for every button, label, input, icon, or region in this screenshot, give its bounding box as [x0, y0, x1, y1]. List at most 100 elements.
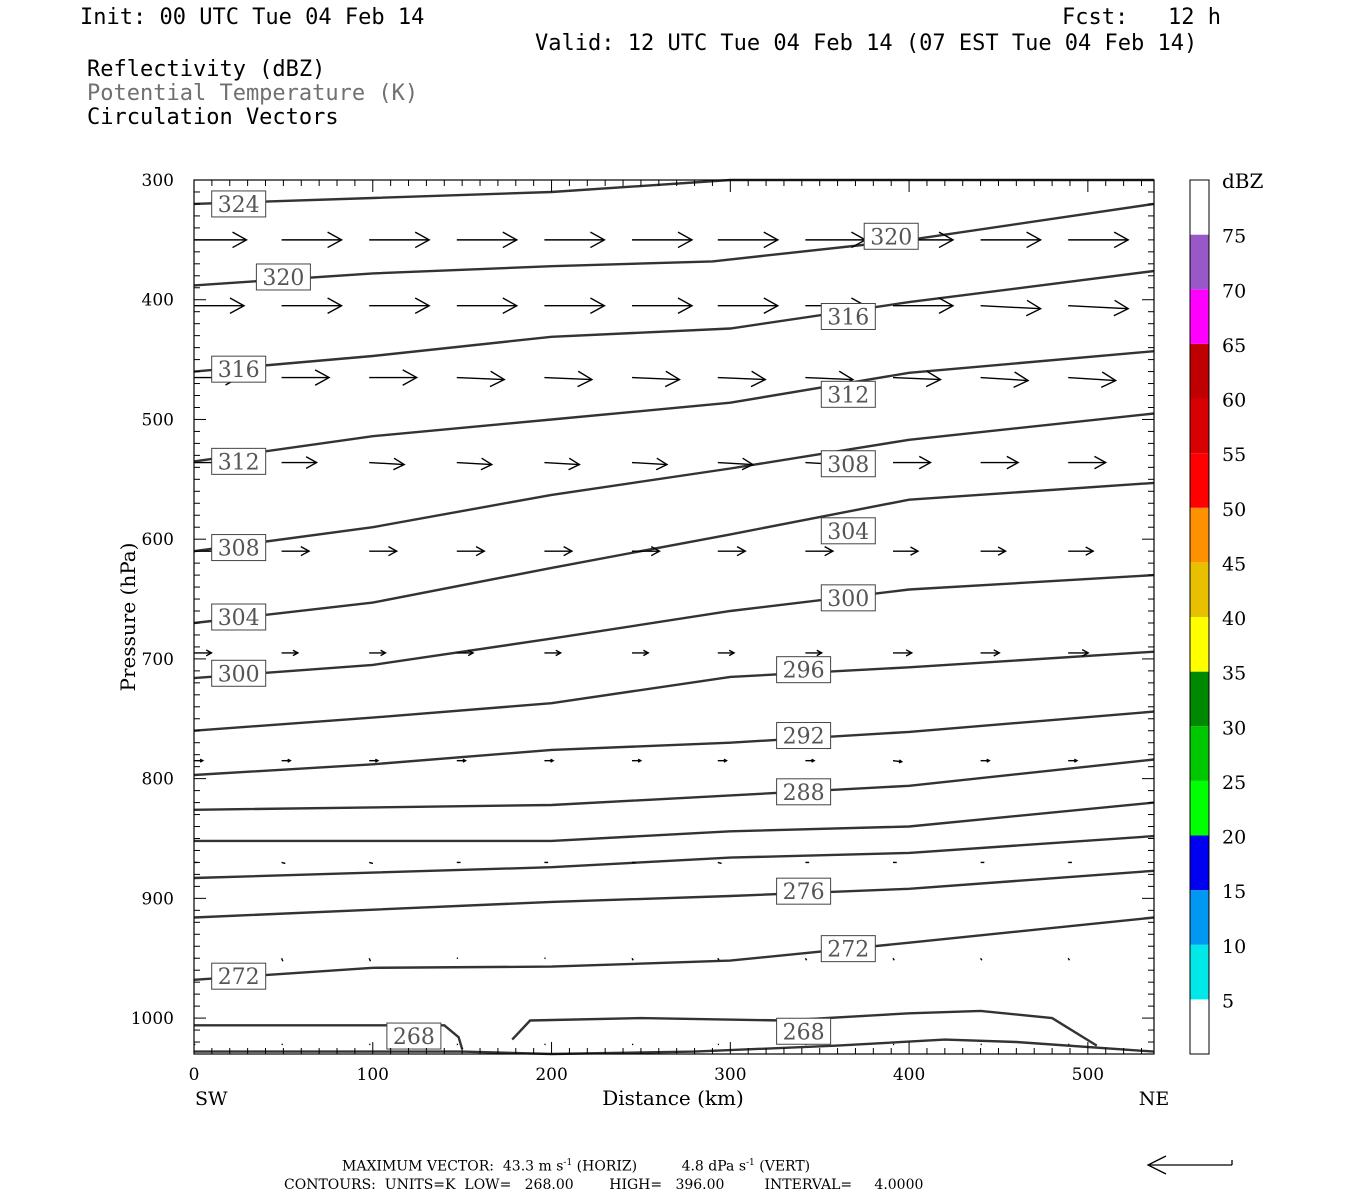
contour-label-box [776, 778, 832, 806]
colorbar-segment [1190, 780, 1209, 836]
contour-label: 304 [218, 606, 260, 631]
colorbar-level-label: 35 [1222, 663, 1246, 685]
vector-shaft [631, 376, 680, 381]
colorbar-segment [1190, 726, 1209, 781]
contour-label: 272 [218, 965, 260, 990]
vector-head [314, 369, 331, 386]
colorbar-segment [1190, 180, 1209, 235]
vector-head [993, 649, 1001, 657]
vector-head [502, 231, 519, 249]
vector-head [489, 370, 506, 388]
field-potential-temperature: Potential Temperature (K) [87, 81, 419, 106]
theta-contour-288 [193, 758, 1155, 811]
x-endpoint-sw: SW [195, 1088, 228, 1110]
vector-head [1100, 371, 1118, 388]
colorbar-level-label: 55 [1222, 444, 1246, 466]
vector-head [568, 457, 581, 471]
colorbar-segment [1190, 562, 1209, 617]
contour-label-box [820, 935, 876, 963]
vector-head [590, 297, 606, 315]
x-tick-label: 400 [893, 1065, 925, 1085]
colorbar-segment [1190, 398, 1209, 454]
vector-head [643, 649, 650, 657]
vector-head [590, 231, 606, 249]
valid-time: Valid: 12 UTC Tue 04 Feb 14 (07 EST Tue … [535, 31, 1198, 56]
vector-head [816, 649, 824, 657]
vector-head [327, 231, 344, 249]
theta-contour-268 [511, 1009, 1098, 1047]
vector-head [898, 759, 904, 764]
vector-head [480, 457, 494, 471]
plot-frame [193, 179, 1155, 1055]
colorbar-level-label: 30 [1222, 717, 1246, 739]
vector-head [1094, 455, 1108, 470]
contour-label: 292 [783, 725, 825, 750]
vector-head [502, 297, 519, 315]
contour-label-box [820, 302, 876, 330]
contour-label: 300 [827, 587, 869, 612]
contour-label: 312 [218, 450, 260, 475]
vector-head [811, 758, 816, 763]
colorbar-level-label: 65 [1222, 335, 1246, 357]
x-tick-label: 0 [189, 1065, 200, 1085]
vector-head [824, 545, 835, 557]
vector-shaft [631, 461, 668, 466]
vector-head [750, 370, 767, 388]
contour-label: 320 [870, 225, 912, 250]
colorbar-level-label: 25 [1222, 772, 1246, 794]
contour-label-box [820, 380, 876, 408]
contour-label-box [386, 1022, 442, 1050]
vector-shaft [368, 957, 372, 962]
vector-head [555, 649, 563, 657]
vector-head [229, 297, 246, 315]
contour-label-box [211, 355, 267, 383]
contour-label-box [255, 263, 311, 291]
contour-label-box [211, 534, 267, 562]
vector-head [305, 456, 319, 469]
contour-label-box [211, 962, 267, 990]
theta-contour-276 [193, 869, 1155, 919]
y-tick-label: 500 [142, 410, 174, 430]
colorbar-segment [1190, 835, 1209, 891]
x-tick-label: 300 [714, 1065, 746, 1085]
colorbar-segment [1190, 453, 1209, 508]
colorbar-level-label: 75 [1222, 226, 1246, 248]
vector-shaft [631, 957, 634, 961]
vector-head [986, 758, 991, 763]
contour-label: 316 [218, 358, 260, 383]
contour-label-box [776, 722, 832, 750]
y-tick-label: 400 [142, 291, 174, 311]
vector-head [1026, 231, 1043, 249]
contour-label-box [211, 603, 267, 631]
colorbar-segment [1190, 507, 1209, 563]
field-reflectivity: Reflectivity (dBZ) [87, 57, 326, 82]
contour-label-box [820, 517, 876, 545]
colorbar-level-label: 5 [1222, 990, 1234, 1012]
theta-contour-296 [193, 650, 1155, 732]
vector-head [467, 649, 475, 657]
vector-shaft [980, 305, 1041, 310]
contour-label-box [211, 190, 267, 218]
contour-label: 312 [827, 383, 869, 408]
y-tick-label: 900 [142, 889, 174, 909]
colorbar-segment [1190, 289, 1209, 344]
vector-shaft [805, 376, 853, 381]
vector-shaft [979, 957, 983, 961]
contour-label: 324 [218, 193, 260, 218]
colorbar-segment [1190, 617, 1209, 672]
colorbar-level-label: 15 [1222, 881, 1246, 903]
contour-label: 308 [218, 537, 260, 562]
colorbar-level-label: 40 [1222, 608, 1246, 630]
contour-label: 268 [783, 1020, 825, 1045]
vector-shaft [1068, 376, 1116, 382]
vector-head [287, 758, 292, 763]
colorbar-segment [1190, 890, 1209, 945]
contour-label-box [776, 1017, 832, 1045]
vector-head [327, 297, 344, 315]
colorbar-level-label: 45 [1222, 553, 1246, 575]
vector-head [655, 457, 669, 471]
vector-head [728, 649, 736, 657]
vector-head [1006, 455, 1020, 470]
contour-label-box [776, 877, 832, 905]
